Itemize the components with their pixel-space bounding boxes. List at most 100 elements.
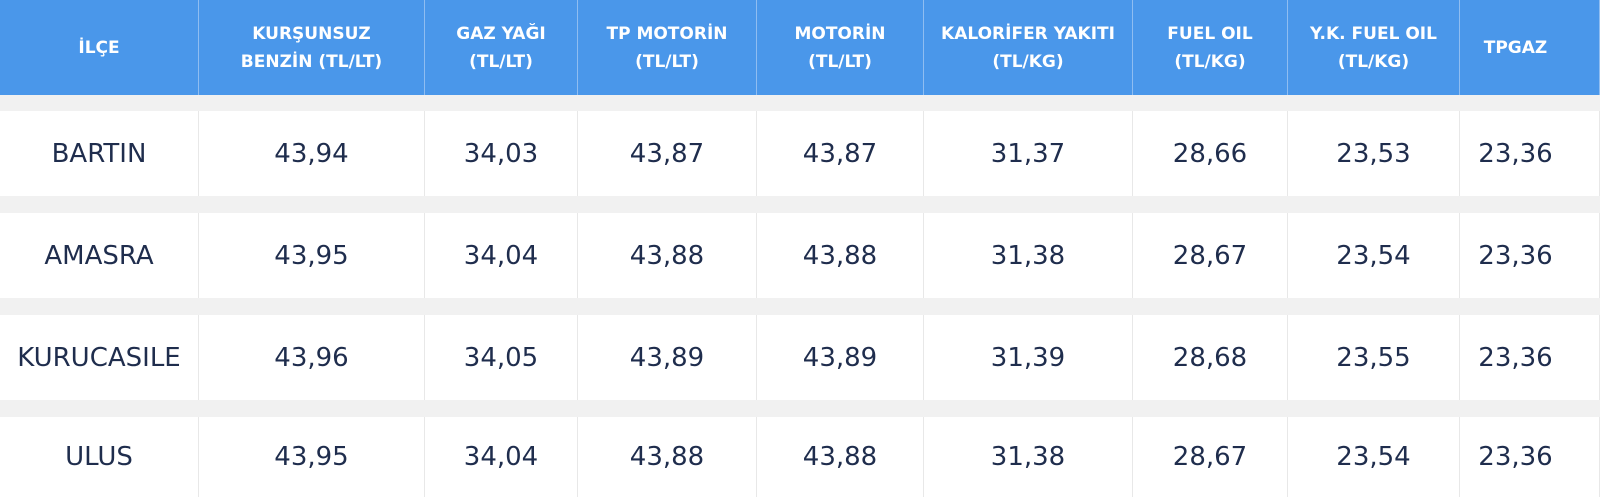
price-value: 23,54 [1336,240,1411,271]
header-text: (TL/KG) [992,51,1064,72]
district-name: KURUCASILE [17,342,181,373]
header-cell: FUEL OIL (TL/KG) [1133,0,1288,95]
price-value: 31,38 [990,442,1066,472]
table-cell: KURUCASILE [0,315,199,400]
table-cell: 23,36 [1460,213,1600,298]
table-cell: 43,88 [757,417,924,497]
price-value: 43,88 [629,240,705,271]
table-cell: 43,88 [757,213,924,298]
header-text: TPGAZ [1483,37,1548,58]
price-value: 28,67 [1172,442,1248,472]
price-value: 34,05 [463,342,539,373]
price-value: 43,89 [629,342,705,373]
table-cell: 31,38 [924,213,1133,298]
price-value: 43,95 [274,240,349,271]
price-value: 43,87 [802,138,878,169]
table-cell: 34,04 [425,213,578,298]
price-value: 43,88 [802,442,878,472]
price-value: 43,88 [802,240,878,271]
table-cell: 34,03 [425,111,578,196]
district-name: BARTIN [51,138,147,169]
table-cell: 28,67 [1133,213,1288,298]
table-cell: 43,95 [199,213,425,298]
table-cell: 43,89 [578,315,757,400]
table-cell: 34,05 [425,315,578,400]
price-value: 43,96 [274,342,349,373]
table-cell: 23,36 [1460,315,1600,400]
table-cell: 43,96 [199,315,425,400]
header-text: KURŞUNSUZ [252,23,371,44]
header-cell: İLÇE [0,0,199,95]
price-value: 31,39 [990,342,1066,373]
price-value: 23,53 [1336,138,1411,169]
header-text: (TL/LT) [635,51,699,72]
header-text: Y.K. FUEL OIL [1310,23,1437,44]
price-value: 31,37 [990,138,1066,169]
price-value: 43,87 [629,138,705,169]
table-cell: 43,88 [578,213,757,298]
header-text: (TL/LT) [808,51,872,72]
table-cell: AMASRA [0,213,199,298]
price-value: 34,04 [463,240,539,271]
table-cell: 23,54 [1288,417,1460,497]
price-value: 43,95 [274,442,349,472]
table-cell: 43,95 [199,417,425,497]
table-cell: BARTIN [0,111,199,196]
price-value: 34,04 [463,442,539,472]
table-cell: 23,54 [1288,213,1460,298]
header-text: KALORİFER YAKITI [941,23,1115,44]
table-cell: 43,94 [199,111,425,196]
price-value: 43,94 [274,138,349,169]
header-cell: TPGAZ [1460,0,1600,95]
header-text: İLÇE [78,37,120,58]
district-name: ULUS [65,442,133,472]
header-cell: KALORİFER YAKITI (TL/KG) [924,0,1133,95]
price-value: 31,38 [990,240,1066,271]
table-cell: 43,87 [578,111,757,196]
table-cell: 34,04 [425,417,578,497]
header-text: BENZİN (TL/LT) [240,51,383,72]
table-cell: 23,36 [1460,111,1600,196]
header-text: GAZ YAĞI [456,23,546,44]
header-text: (TL/KG) [1174,51,1246,72]
header-text: FUEL OIL [1167,23,1253,44]
table-cell: 43,88 [578,417,757,497]
price-value: 28,68 [1172,342,1248,373]
header-text: (TL/LT) [469,51,533,72]
price-value: 34,03 [463,138,539,169]
district-name: AMASRA [44,240,154,271]
price-value: 28,66 [1172,138,1248,169]
table-cell: 28,67 [1133,417,1288,497]
price-value: 23,54 [1336,442,1411,472]
price-value: 28,67 [1172,240,1248,271]
header-cell: GAZ YAĞI (TL/LT) [425,0,578,95]
table-cell: 23,55 [1288,315,1460,400]
header-cell: Y.K. FUEL OIL (TL/KG) [1288,0,1460,95]
price-value: 43,88 [629,442,705,472]
table-cell: ULUS [0,417,199,497]
price-value: 23,36 [1478,442,1553,472]
table-cell: 28,66 [1133,111,1288,196]
price-value: 43,89 [802,342,878,373]
table-cell: 31,38 [924,417,1133,497]
price-value: 23,36 [1478,240,1553,271]
table-cell: 43,87 [757,111,924,196]
table-cell: 43,89 [757,315,924,400]
header-text: TP MOTORİN [606,23,728,44]
header-cell: KURŞUNSUZ BENZİN (TL/LT) [199,0,425,95]
table-cell: 23,53 [1288,111,1460,196]
table-cell: 28,68 [1133,315,1288,400]
header-text: (TL/KG) [1337,51,1410,72]
price-value: 23,55 [1336,342,1411,373]
table-cell: 23,36 [1460,417,1600,497]
header-cell: TP MOTORİN (TL/LT) [578,0,757,95]
table-cell: 31,37 [924,111,1133,196]
header-cell: MOTORİN (TL/LT) [757,0,924,95]
header-text: MOTORİN [794,23,886,44]
table-cell: 31,39 [924,315,1133,400]
price-value: 23,36 [1478,138,1553,169]
price-value: 23,36 [1478,342,1553,373]
